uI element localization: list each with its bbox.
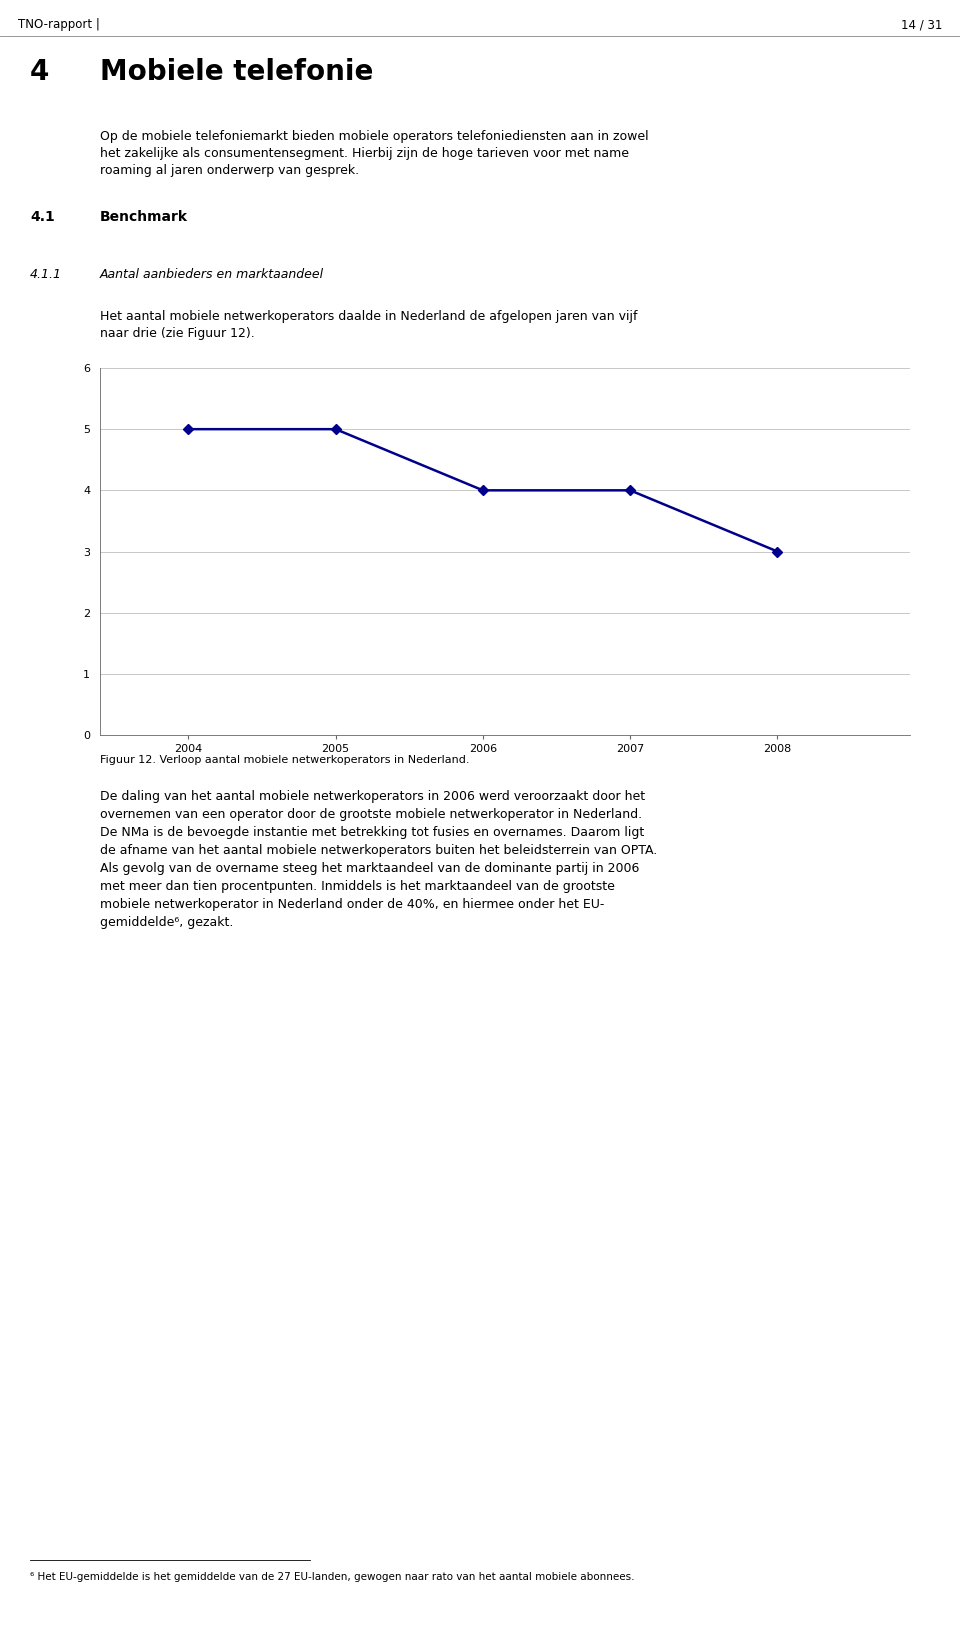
Text: roaming al jaren onderwerp van gesprek.: roaming al jaren onderwerp van gesprek.	[100, 164, 359, 177]
Text: 4.1: 4.1	[30, 210, 55, 225]
Text: TNO-rapport |: TNO-rapport |	[18, 18, 100, 31]
Text: De daling van het aantal mobiele netwerkoperators in 2006 werd veroorzaakt door : De daling van het aantal mobiele netwerk…	[100, 789, 645, 802]
Text: ⁶ Het EU-gemiddelde is het gemiddelde van de 27 EU-landen, gewogen naar rato van: ⁶ Het EU-gemiddelde is het gemiddelde va…	[30, 1572, 635, 1582]
Text: Figuur 12. Verloop aantal mobiele netwerkoperators in Nederland.: Figuur 12. Verloop aantal mobiele netwer…	[100, 755, 469, 765]
Text: 4.1.1: 4.1.1	[30, 267, 62, 281]
Text: De NMa is de bevoegde instantie met betrekking tot fusies en overnames. Daarom l: De NMa is de bevoegde instantie met betr…	[100, 825, 644, 839]
Text: gemiddelde⁶, gezakt.: gemiddelde⁶, gezakt.	[100, 916, 233, 929]
Text: Het aantal mobiele netwerkoperators daalde in Nederland de afgelopen jaren van v: Het aantal mobiele netwerkoperators daal…	[100, 310, 637, 323]
Text: Als gevolg van de overname steeg het marktaandeel van de dominante partij in 200: Als gevolg van de overname steeg het mar…	[100, 862, 639, 875]
Text: naar drie (zie Figuur 12).: naar drie (zie Figuur 12).	[100, 327, 254, 340]
Text: Benchmark: Benchmark	[100, 210, 188, 225]
Text: mobiele netwerkoperator in Nederland onder de 40%, en hiermee onder het EU-: mobiele netwerkoperator in Nederland ond…	[100, 898, 605, 911]
Text: de afname van het aantal mobiele netwerkoperators buiten het beleidsterrein van : de afname van het aantal mobiele netwerk…	[100, 843, 658, 857]
Text: overnemen van een operator door de grootste mobiele netwerkoperator in Nederland: overnemen van een operator door de groot…	[100, 807, 642, 820]
Text: met meer dan tien procentpunten. Inmiddels is het marktaandeel van de grootste: met meer dan tien procentpunten. Inmidde…	[100, 880, 614, 893]
Text: 4: 4	[30, 57, 49, 85]
Text: het zakelijke als consumentensegment. Hierbij zijn de hoge tarieven voor met nam: het zakelijke als consumentensegment. Hi…	[100, 148, 629, 161]
Text: Op de mobiele telefoniemarkt bieden mobiele operators telefoniediensten aan in z: Op de mobiele telefoniemarkt bieden mobi…	[100, 130, 649, 143]
Text: Aantal aanbieders en marktaandeel: Aantal aanbieders en marktaandeel	[100, 267, 324, 281]
Text: 14 / 31: 14 / 31	[900, 18, 942, 31]
Text: Mobiele telefonie: Mobiele telefonie	[100, 57, 373, 85]
